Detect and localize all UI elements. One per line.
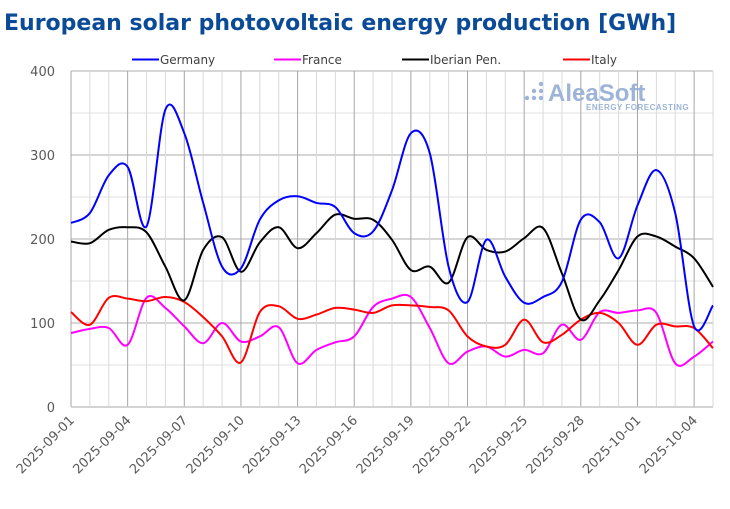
series-line-iberian-pen [70,213,714,322]
x-tick-label: 2025-09-19 [354,413,418,477]
aleasoft-logo-dots-icon [524,81,544,101]
legend-item-iberian-pen: Iberian Pen. [402,53,501,67]
x-tick-label: 2025-09-16 [297,413,361,477]
y-axis: 0 100 200 300 400 [30,65,55,416]
legend-item-germany: Germany [132,53,215,67]
x-tick-label: 2025-09-25 [467,413,531,477]
legend-label-iberian-pen: Iberian Pen. [430,53,501,67]
legend-item-france: France [274,53,342,67]
series-line-italy [70,295,714,364]
chart-title: European solar photovoltaic energy produ… [4,11,676,36]
x-tick-label: 2025-10-04 [637,413,701,477]
series-lines [70,103,714,367]
x-tick-label: 2025-10-01 [580,413,644,477]
y-tick-label: 100 [30,317,55,332]
legend: Germany France Iberian Pen. Italy [132,53,617,67]
x-tick-label: 2025-09-13 [240,413,304,477]
watermark-brand: AleaSoft [548,80,645,107]
legend-label-france: France [302,53,342,67]
legend-label-germany: Germany [160,53,215,67]
y-tick-label: 400 [30,65,55,80]
x-tick-label: 2025-09-07 [127,413,191,477]
x-tick-label: 2025-09-28 [524,413,588,477]
y-tick-label: 200 [30,233,55,248]
legend-item-italy: Italy [563,53,617,67]
x-tick-label: 2025-09-22 [410,413,474,477]
watermark-tagline: ENERGY FORECASTING [586,103,689,112]
x-axis: 2025-09-012025-09-042025-09-072025-09-10… [14,413,701,477]
series-line-germany [70,103,714,332]
aleasoft-watermark: AleaSoft ENERGY FORECASTING [524,80,689,112]
legend-label-italy: Italy [591,53,617,67]
x-tick-label: 2025-09-01 [14,413,78,477]
y-tick-label: 0 [47,401,55,416]
y-tick-label: 300 [30,149,55,164]
x-tick-label: 2025-09-04 [70,413,134,477]
x-tick-label: 2025-09-10 [184,413,248,477]
series-line-france [70,293,714,367]
